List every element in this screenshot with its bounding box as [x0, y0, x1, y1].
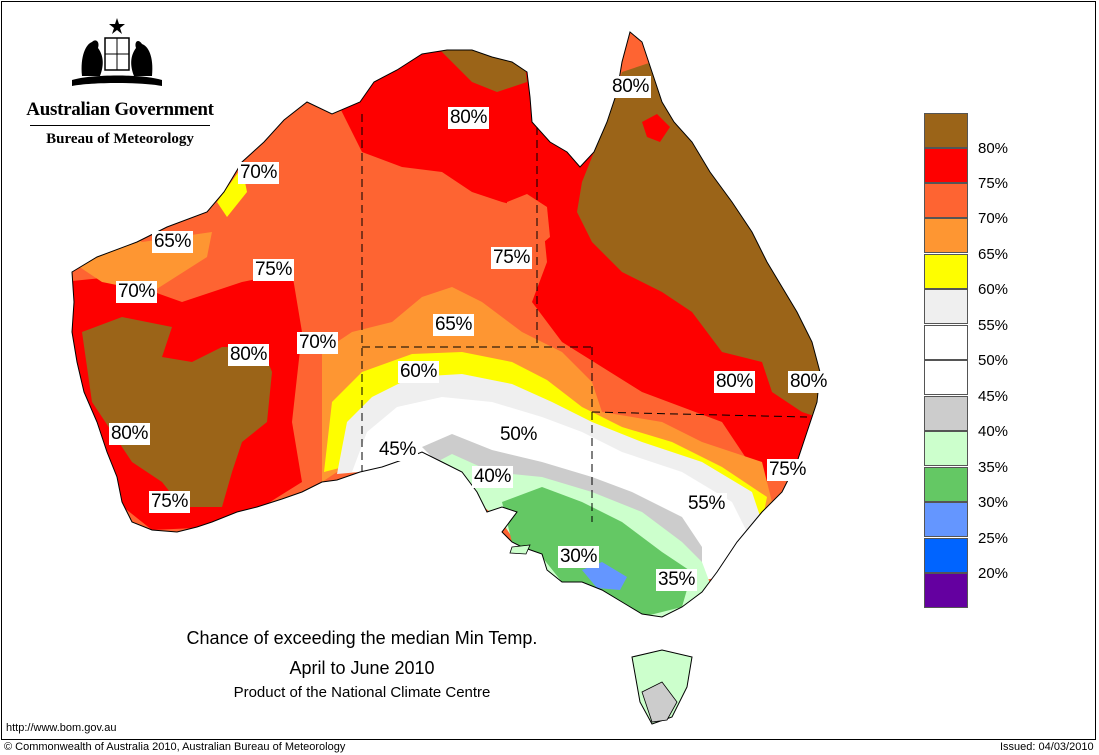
map-label-70-kimberley: 70%	[238, 162, 280, 184]
map-label-70-wa-east: 70%	[297, 332, 339, 354]
map-label-75-wa-southcoast: 75%	[149, 491, 191, 513]
map-label-35-victoria: 35%	[656, 569, 698, 591]
legend-swatch	[924, 538, 968, 573]
footer-copyright: © Commonwealth of Australia 2010, Austra…	[4, 741, 346, 753]
map-label-70-west-coast: 70%	[116, 281, 158, 303]
legend-swatch	[924, 183, 968, 218]
map-product-line: Product of the National Climate Centre	[233, 684, 491, 701]
map-period: April to June 2010	[289, 658, 435, 678]
legend-swatch	[924, 431, 968, 466]
map-label-55-nsw-inland: 55%	[686, 493, 728, 515]
legend-label: 55%	[978, 317, 1009, 334]
footer-url[interactable]: http://www.bom.gov.au	[6, 722, 117, 734]
map-label-40-sa-gulf: 40%	[472, 466, 514, 488]
map-frame: Australian Government Bureau of Meteorol…	[1, 1, 1096, 740]
legend-label: 35%	[978, 459, 1009, 476]
map-label-80-cape-york: 80%	[610, 76, 652, 98]
legend-label: 80%	[978, 140, 1009, 157]
map-label-60-sa-north: 60%	[398, 361, 440, 383]
map-label-45-sa-west: 45%	[377, 439, 419, 461]
legend-label: 40%	[978, 423, 1009, 440]
legend-label: 75%	[978, 175, 1009, 192]
map-label-80-qld-southeast: 80%	[714, 371, 756, 393]
map-label-80-qld-coast: 80%	[788, 371, 830, 393]
legend-label: 25%	[978, 530, 1009, 547]
legend-swatch	[924, 396, 968, 431]
map-label-80-wa-southwest: 80%	[109, 423, 151, 445]
gov-subtitle: Bureau of Meteorology	[46, 131, 194, 147]
map-label-75-wa-north: 75%	[253, 259, 295, 281]
map-label-75-nt-central: 75%	[491, 247, 533, 269]
legend-swatch-last	[924, 573, 968, 608]
map-label-30-victoria-west: 30%	[558, 546, 600, 568]
map-label-65-central: 65%	[433, 314, 475, 336]
legend-label: 30%	[978, 494, 1009, 511]
coat-of-arms-icon	[72, 18, 162, 86]
legend-swatch	[924, 113, 968, 148]
map-label-50-sa-central: 50%	[498, 424, 540, 446]
legend-label: 50%	[978, 352, 1009, 369]
legend-swatch	[924, 502, 968, 537]
legend-swatch	[924, 218, 968, 253]
legend-swatch	[924, 467, 968, 502]
map-label-75-nsw-coast: 75%	[767, 459, 809, 481]
footer-issued: Issued: 04/03/2010	[1000, 741, 1094, 753]
legend-label: 60%	[978, 281, 1009, 298]
legend-label: 70%	[978, 210, 1009, 227]
gov-divider	[30, 125, 210, 126]
australia-map	[71, 31, 821, 725]
legend-label: 65%	[978, 246, 1009, 263]
map-label-80-top-end: 80%	[448, 107, 490, 129]
legend-swatch	[924, 360, 968, 395]
legend-swatch	[924, 289, 968, 324]
legend-swatch	[924, 325, 968, 360]
kangaroo-island	[509, 544, 531, 555]
legend-swatch	[924, 148, 968, 183]
gov-title: Australian Government	[26, 99, 214, 120]
map-title: Chance of exceeding the median Min Temp.	[186, 628, 538, 648]
state-borders	[361, 114, 808, 522]
map-label-65-pilbara-coast: 65%	[152, 231, 194, 253]
map-label-80-wa-interior: 80%	[228, 344, 270, 366]
legend-label: 20%	[978, 565, 1009, 582]
legend-label: 45%	[978, 388, 1009, 405]
legend-swatch	[924, 254, 968, 289]
